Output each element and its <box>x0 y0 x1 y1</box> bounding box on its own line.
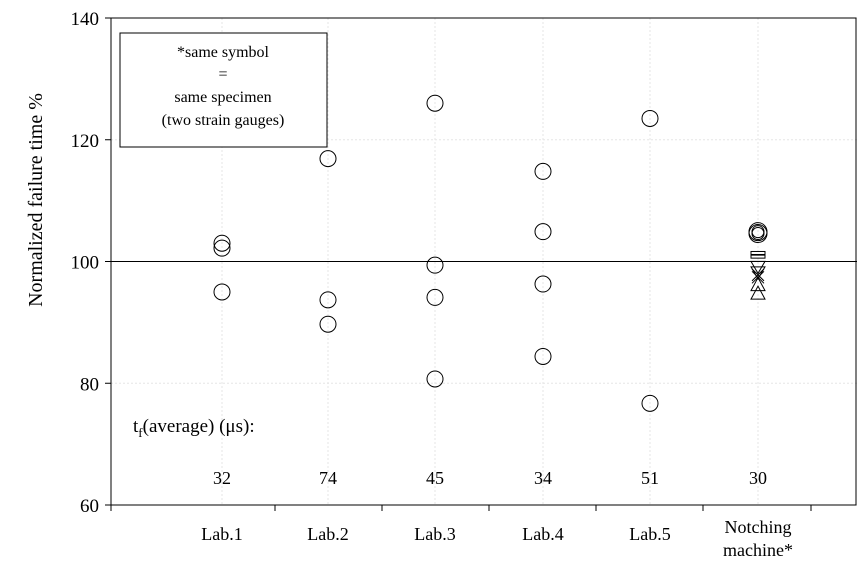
y-axis-label: Normalized failure time % <box>25 93 47 307</box>
tf-label-subscript: f <box>138 425 143 440</box>
annotation-line-3: same specimen <box>174 89 271 106</box>
y-tick-label: 80 <box>80 374 99 395</box>
up-triangle-point <box>750 276 766 292</box>
tf-average-value: 51 <box>641 468 659 488</box>
x-category-label: Lab.1 <box>201 524 242 544</box>
data-point <box>534 275 552 293</box>
data-point <box>426 94 444 112</box>
data-points <box>213 94 659 412</box>
up-triangle-point <box>750 285 766 300</box>
x-category-label: Lab.2 <box>307 524 348 544</box>
y-tick-label: 120 <box>71 131 100 152</box>
x-category-label: machine* <box>723 540 793 560</box>
tf-average-values: 32 74 45 34 51 30 <box>213 468 767 488</box>
y-axis-ticks: 60 80 100 120 140 <box>71 9 111 517</box>
data-point <box>213 234 231 252</box>
annotation-line-2: = <box>218 66 227 83</box>
tf-average-value: 32 <box>213 468 231 488</box>
notching-machine-symbols <box>748 222 768 300</box>
tf-average-value: 34 <box>534 468 552 488</box>
y-tick-label: 60 <box>80 496 99 517</box>
data-point <box>319 150 337 168</box>
data-point <box>641 109 659 127</box>
tf-label-rest: (average) (μs): <box>143 416 255 437</box>
tf-average-value: 45 <box>426 468 444 488</box>
x-axis-ticks <box>110 505 812 511</box>
data-point <box>534 162 552 180</box>
dash-point <box>750 254 766 259</box>
annotation-box: *same symbol = same specimen (two strain… <box>119 32 328 148</box>
tf-label-t: t <box>133 416 139 437</box>
down-triangle-point <box>750 266 766 280</box>
down-triangle-point <box>750 260 766 275</box>
x-point <box>751 268 765 282</box>
data-point <box>426 370 444 388</box>
data-point <box>534 223 552 241</box>
data-point <box>426 288 444 306</box>
data-point <box>534 347 552 365</box>
double-circle-point <box>751 226 765 240</box>
x-category-label: Lab.5 <box>629 524 670 544</box>
x-axis-category-labels: Lab.1 Lab.2 Lab.3 Lab.4 Lab.5 Notching machine… <box>201 517 793 560</box>
data-point <box>641 394 659 412</box>
x-category-label: Lab.4 <box>522 524 563 544</box>
x-category-label: Lab.3 <box>414 524 455 544</box>
data-point <box>319 291 337 309</box>
data-point <box>213 283 231 301</box>
data-point <box>213 239 231 257</box>
dash-point <box>750 250 766 255</box>
y-tick-label: 140 <box>71 9 100 30</box>
annotation-line-4: (two strain gauges) <box>162 112 285 129</box>
annotation-box-frame <box>119 32 328 148</box>
x-category-label: Notching <box>725 517 792 537</box>
annotation-line-1: *same symbol <box>177 44 270 61</box>
tf-average-value: 30 <box>749 468 767 488</box>
double-circle-point <box>748 223 768 243</box>
y-tick-label: 100 <box>71 253 100 274</box>
data-point <box>426 256 444 274</box>
data-point <box>319 315 337 333</box>
tf-average-value: 74 <box>319 468 337 488</box>
tf-average-label: tf(average) (μs): <box>133 416 255 440</box>
